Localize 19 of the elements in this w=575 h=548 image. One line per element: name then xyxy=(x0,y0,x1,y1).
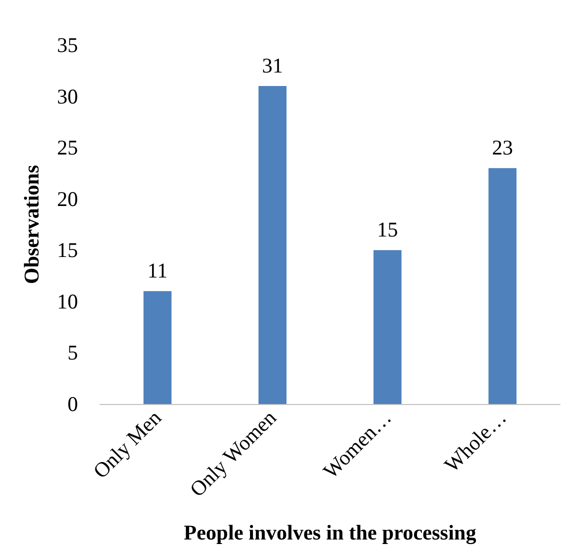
x-tick-label: Only Men xyxy=(88,405,166,484)
x-axis-title: People involves in the processing xyxy=(184,520,477,544)
data-label: 31 xyxy=(262,54,283,78)
y-tick-label: 0 xyxy=(68,392,78,416)
y-tick-label: 35 xyxy=(57,33,78,57)
y-tick-label: 20 xyxy=(57,186,78,211)
data-label: 11 xyxy=(147,258,168,283)
y-tick-label: 5 xyxy=(68,340,78,365)
bar xyxy=(144,291,172,404)
y-tick-label: 10 xyxy=(57,289,78,314)
bar xyxy=(258,86,286,404)
bar xyxy=(488,168,516,404)
data-label: 23 xyxy=(492,136,513,160)
y-tick-label: 15 xyxy=(57,238,78,262)
bar xyxy=(374,250,402,404)
data-label: 15 xyxy=(377,218,398,242)
y-tick-label: 25 xyxy=(57,136,78,160)
y-tick-label: 30 xyxy=(57,84,78,108)
y-axis-title: Observations xyxy=(20,164,44,284)
